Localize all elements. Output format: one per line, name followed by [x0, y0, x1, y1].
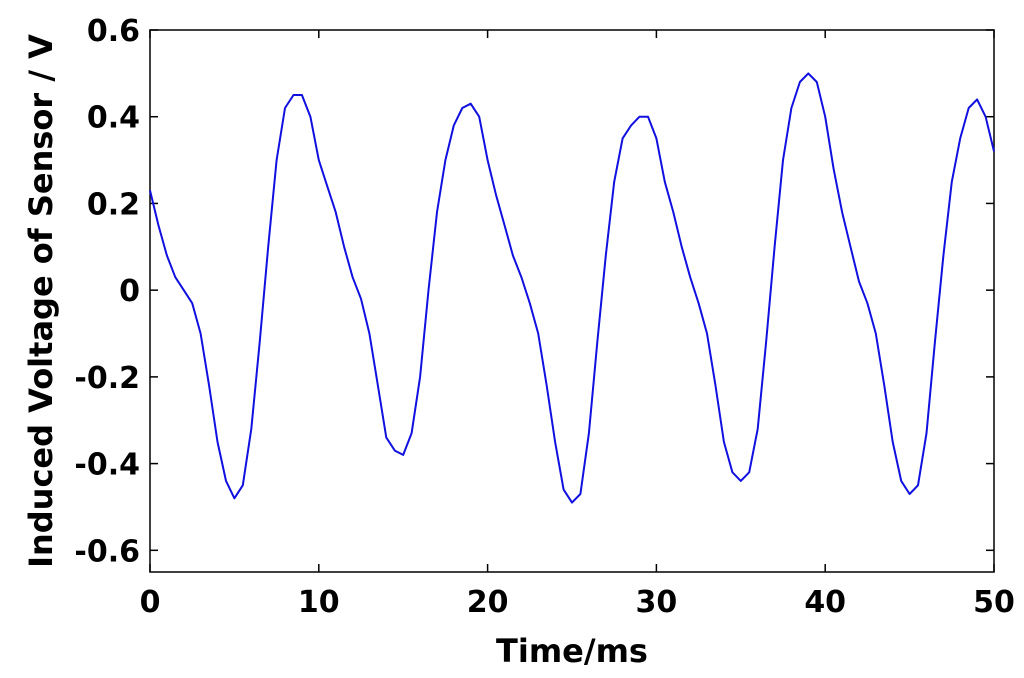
series-layer [149, 72, 995, 504]
y-tick-label: 0.4 [87, 101, 140, 136]
x-tick-label: 40 [804, 585, 846, 620]
plot-frame [149, 29, 995, 573]
y-tick-label: -0.6 [74, 534, 140, 569]
series-line-0 [149, 72, 995, 504]
y-tick-label: 0.6 [87, 14, 140, 49]
x-axis-title: Time/ms [496, 632, 648, 670]
y-tick-label: 0.2 [87, 187, 140, 222]
y-axis-title: Induced Voltage of Sensor / V [22, 34, 60, 568]
x-ticks: 0 10 20 30 40 50 [140, 30, 1015, 620]
y-tick-label: -0.2 [74, 361, 140, 396]
x-tick-label: 0 [140, 585, 161, 620]
y-tick-label: 0 [119, 274, 140, 309]
y-ticks: -0.6 -0.4 -0.2 0 0.2 0.4 0.6 [74, 14, 994, 569]
x-tick-label: 20 [467, 585, 509, 620]
x-tick-label: 10 [298, 585, 340, 620]
x-tick-label: 30 [636, 585, 678, 620]
y-tick-label: -0.4 [74, 448, 140, 483]
x-tick-label: 50 [973, 585, 1015, 620]
